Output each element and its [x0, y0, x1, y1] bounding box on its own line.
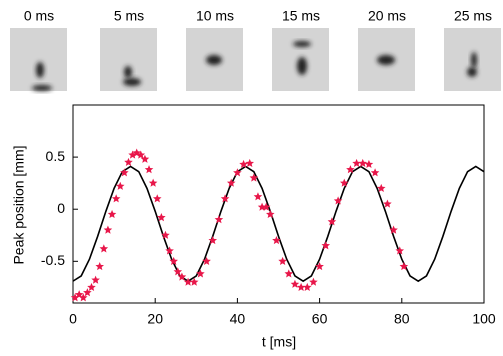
frame-image	[10, 28, 67, 91]
data-point	[196, 269, 205, 277]
frame-label: 15 ms	[282, 8, 320, 24]
fit-line	[73, 166, 484, 281]
frame-spot	[123, 78, 141, 86]
frame-label: 25 ms	[454, 8, 492, 24]
data-point	[371, 168, 380, 176]
y-tick-label: -0.5	[41, 252, 65, 268]
y-tick-label: 0.5	[46, 148, 66, 164]
y-axis-label: Peak position [mm]	[11, 145, 27, 264]
data-point	[315, 262, 324, 270]
y-tick-label: 0	[57, 200, 65, 216]
data-point	[202, 257, 211, 265]
data-point	[365, 160, 374, 168]
x-tick-label: 80	[394, 311, 410, 327]
data-point	[303, 283, 312, 291]
frame-spot	[124, 66, 132, 78]
data-point	[215, 215, 224, 223]
frame: 10 ms	[186, 8, 243, 91]
data-point	[250, 173, 259, 181]
frame: 25 ms	[444, 8, 501, 91]
page: t [ms] Peak position [mm] 0 ms 5 ms 10 ms 1…	[0, 0, 503, 356]
x-tick-label: 0	[69, 311, 77, 327]
data-point	[145, 165, 154, 173]
frame-label: 10 ms	[196, 8, 234, 24]
data-point	[112, 194, 121, 202]
data-point	[149, 179, 158, 187]
plot-frame	[73, 105, 484, 303]
data-point	[87, 283, 96, 291]
frame: 0 ms	[10, 8, 67, 91]
frame-spot	[471, 52, 477, 68]
frame-spot	[293, 41, 311, 47]
frame-label: 20 ms	[368, 8, 406, 24]
frame: 20 ms	[358, 8, 415, 91]
data-point	[124, 158, 133, 166]
x-tick-label: 20	[147, 311, 163, 327]
data-point	[254, 192, 263, 200]
figure: t [ms] Peak position [mm] 0 ms 5 ms 10 ms 1…	[0, 0, 503, 356]
data-point	[297, 283, 306, 291]
data-point	[91, 276, 100, 284]
frame-spot	[467, 67, 477, 77]
x-axis-label: t [ms]	[262, 334, 296, 350]
x-tick-label: 100	[472, 311, 496, 327]
data-point	[108, 210, 117, 218]
frame-spot	[32, 85, 52, 91]
data-point	[309, 278, 318, 286]
frame-spot	[206, 55, 222, 65]
data-point	[95, 262, 104, 270]
data-point	[266, 210, 275, 218]
frame-spot	[377, 55, 395, 65]
data-point	[153, 194, 162, 202]
data-point	[245, 159, 254, 167]
data-point	[340, 179, 349, 187]
frame: 5 ms	[100, 8, 157, 91]
data-point	[100, 244, 109, 252]
frame-label: 0 ms	[24, 8, 54, 24]
frame-label: 5 ms	[114, 8, 144, 24]
frame: 15 ms	[272, 8, 329, 91]
data-point	[104, 226, 113, 234]
data-point	[174, 267, 183, 275]
x-tick-label: 40	[230, 311, 246, 327]
data-point	[352, 159, 361, 167]
x-tick-label: 60	[312, 311, 328, 327]
frame-spot	[36, 62, 44, 78]
frame-spot	[297, 57, 307, 75]
